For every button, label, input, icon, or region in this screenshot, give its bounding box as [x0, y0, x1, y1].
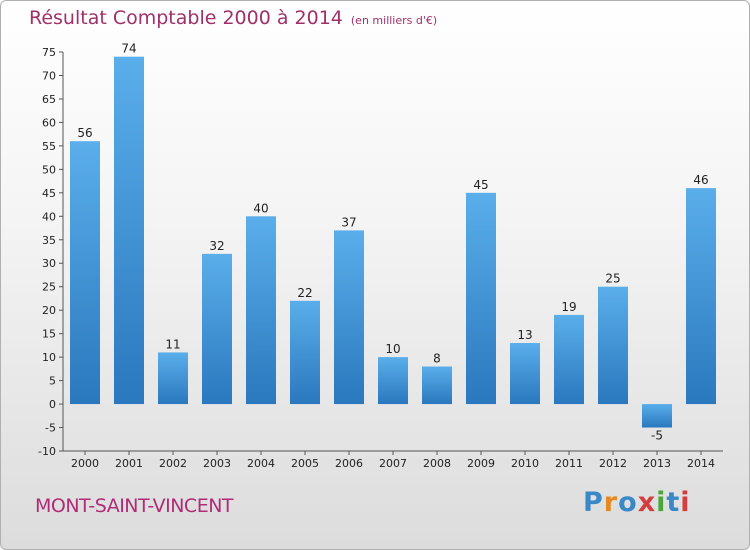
y-tick-label: 5: [49, 375, 56, 388]
bar-value-label: 11: [165, 337, 180, 351]
bar-value-label: 46: [693, 173, 708, 187]
proxiti-logo: Proxiti: [583, 487, 691, 518]
bar-2013: [642, 404, 672, 428]
bar-value-label: 37: [341, 215, 356, 229]
x-tick-label: 2000: [71, 457, 99, 470]
x-tick-label: 2011: [555, 457, 583, 470]
y-tick-label: 35: [42, 234, 56, 247]
logo-letter: o: [618, 487, 638, 518]
x-tick-label: 2009: [467, 457, 495, 470]
x-tick-label: 2002: [159, 457, 187, 470]
y-tick-label: 15: [42, 328, 56, 341]
bar-2005: [290, 300, 320, 405]
y-tick-label: 40: [42, 210, 56, 223]
y-tick-label: 45: [42, 187, 56, 200]
y-tick-label: 50: [42, 163, 56, 176]
chart-bars: 56 74 11 32 40 22 37 10 8 45 13 19 25 -5 46: [70, 42, 716, 443]
bar-value-label: 56: [77, 126, 92, 140]
x-tick-label: 2004: [247, 457, 275, 470]
logo-letter: P: [583, 487, 604, 518]
bar-value-label: 45: [473, 178, 488, 192]
y-tick-label: 55: [42, 140, 56, 153]
x-tick-label: 2013: [643, 457, 671, 470]
y-tick-label: 65: [42, 93, 56, 106]
bar-value-label: 8: [433, 352, 441, 366]
bar-value-label: 13: [517, 328, 532, 342]
logo-letter: i: [656, 487, 667, 518]
y-tick-label: 60: [42, 116, 56, 129]
x-tick-label: 2010: [511, 457, 539, 470]
bar-2010: [510, 343, 540, 405]
logo-letter: t: [666, 487, 681, 518]
logo-letter: r: [603, 487, 619, 518]
x-tick-label: 2006: [335, 457, 363, 470]
bar-value-label: 10: [385, 342, 400, 356]
bar-2002: [158, 352, 188, 405]
bar-value-label: 74: [121, 42, 136, 56]
bar-value-label: 19: [561, 300, 576, 314]
logo-letter: i: [680, 487, 691, 518]
y-tick-label: 10: [42, 351, 56, 364]
bar-2004: [246, 216, 276, 405]
bar-2001: [114, 56, 144, 405]
y-tick-label: 70: [42, 69, 56, 82]
chart-axes: -10 -5 0 5 10 15 20 25 30 35 40 45 50 55 60 65 70 75 2000 2…: [38, 46, 723, 470]
chart-subtitle: (en milliers d'€): [350, 14, 438, 27]
x-tick-label: 2012: [599, 457, 627, 470]
x-tick-label: 2008: [423, 457, 451, 470]
y-tick-label: 25: [42, 281, 56, 294]
y-tick-label: 0: [49, 398, 56, 411]
x-tick-label: 2001: [115, 457, 143, 470]
y-tick-label: 75: [42, 46, 56, 59]
bar-value-label: -5: [651, 429, 663, 443]
bar-2003: [202, 253, 232, 405]
bar-2012: [598, 286, 628, 405]
bar-value-label: 40: [253, 201, 268, 215]
logo-letter: x: [637, 487, 657, 518]
bar-value-label: 32: [209, 239, 224, 253]
y-tick-label: -5: [45, 422, 56, 435]
bar-2008: [422, 366, 452, 405]
x-tick-label: 2003: [203, 457, 231, 470]
bar-value-label: 22: [297, 286, 312, 300]
y-tick-label: 30: [42, 257, 56, 270]
bar-2009: [466, 192, 496, 405]
x-tick-label: 2007: [379, 457, 407, 470]
bar-2014: [686, 188, 716, 405]
chart-title-text: Résultat Comptable 2000 à 2014: [29, 7, 343, 29]
chart-title: Résultat Comptable 2000 à 2014 (en millie…: [29, 7, 437, 29]
x-tick-label: 2005: [291, 457, 319, 470]
y-tick-label: -10: [38, 445, 56, 458]
bar-value-label: 25: [605, 272, 620, 286]
bar-2006: [334, 230, 364, 405]
x-tick-label: 2014: [687, 457, 715, 470]
bar-2007: [378, 357, 408, 405]
bar-2000: [70, 141, 100, 405]
bar-2011: [554, 314, 584, 405]
place-name: MONT-SAINT-VINCENT: [35, 495, 234, 517]
y-tick-label: 20: [42, 304, 56, 317]
